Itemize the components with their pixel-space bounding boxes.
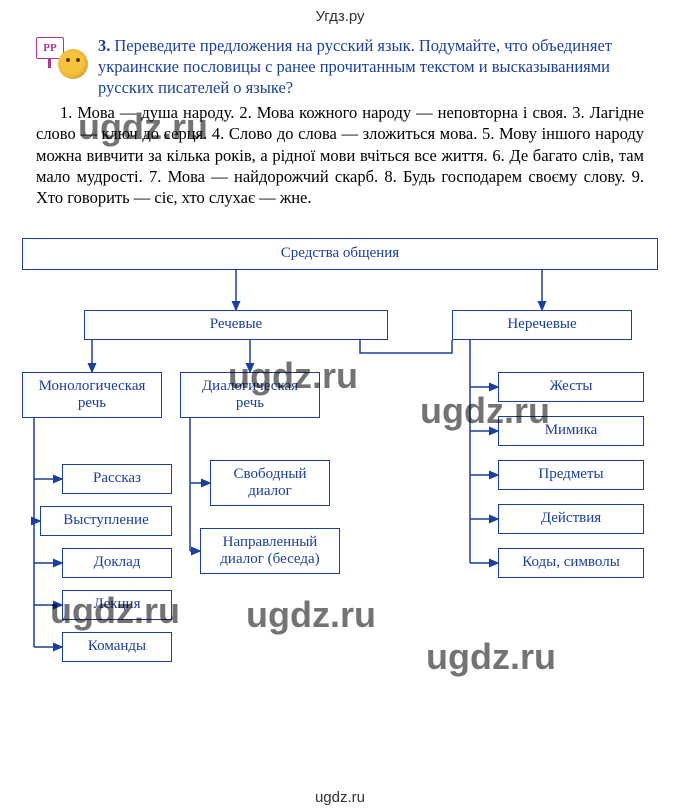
node-lekc: Лекция — [62, 590, 172, 620]
task-prompt: Переведите предложения на русский язык. … — [98, 36, 612, 97]
node-napr: Направленный диалог (беседа) — [200, 528, 340, 574]
smiley-icon — [58, 49, 88, 79]
node-svob: Свободный диалог — [210, 460, 330, 506]
node-nerech: Неречевые — [452, 310, 632, 340]
node-dial: Диалогическая речь — [180, 372, 320, 418]
node-root: Средства общения — [22, 238, 658, 270]
node-rasskaz: Рассказ — [62, 464, 172, 494]
node-mimika: Мимика — [498, 416, 644, 446]
node-kody: Коды, символы — [498, 548, 644, 578]
site-header: Угдз.ру — [0, 0, 680, 29]
task-number: 3. — [98, 36, 110, 55]
speech-task-icon: РР — [36, 35, 92, 85]
node-deist: Действия — [498, 504, 644, 534]
node-mono: Монологическая речь — [22, 372, 162, 418]
node-zhesty: Жесты — [498, 372, 644, 402]
node-predm: Предметы — [498, 460, 644, 490]
diagram-tree: Средства общения Речевые Неречевые Монологи… — [22, 238, 658, 708]
node-vystup: Выступление — [40, 506, 172, 536]
node-komandy: Команды — [62, 632, 172, 662]
node-rech: Речевые — [84, 310, 388, 340]
site-footer: ugdz.ru — [0, 789, 680, 806]
task-block: РР 3.Переведите предложения на русский я… — [0, 29, 680, 220]
node-doklad: Доклад — [62, 548, 172, 578]
task-body: 1. Мова — душа народу. 2. Мова кожного н… — [36, 102, 644, 208]
